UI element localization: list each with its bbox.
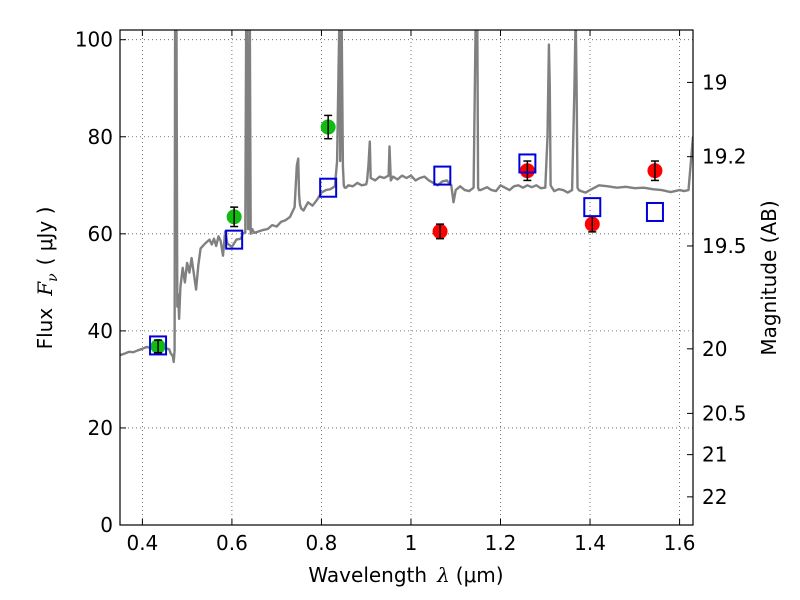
spectrum-line: [120, 30, 693, 364]
right-tick-label: 19: [702, 70, 727, 94]
grid: [120, 30, 693, 526]
model-square-marker: [433, 165, 452, 186]
right-tick-label: 22: [702, 485, 727, 509]
x-tick-label: 0.8: [306, 531, 338, 555]
x-tick-label: 1.6: [664, 531, 696, 555]
model-square-marker: [645, 201, 664, 222]
x-axis-label-unit: (μm): [456, 563, 504, 587]
y-tick-label: 20: [88, 416, 113, 440]
y-axis-label-subscript: ν: [45, 273, 61, 282]
y-tick-label: 0: [100, 513, 113, 537]
plot-background: [120, 30, 693, 525]
model-square-marker: [149, 335, 168, 356]
right-tick-label: 20: [702, 337, 727, 361]
right-axis-label: Magnitude (AB): [757, 200, 781, 355]
y-tick-label: 40: [88, 319, 113, 343]
y-axis-label-symbol: F: [33, 281, 57, 297]
x-tick-label: 1: [405, 531, 418, 555]
right-tick-label: 20.5: [702, 401, 747, 425]
x-axis-label-symbol: λ: [436, 563, 450, 587]
x-axis-label: Wavelength λ (μm): [308, 563, 503, 587]
y-tick-label: 80: [88, 125, 113, 149]
model-square-marker: [583, 197, 602, 218]
y-axis-label-prefix: Flux: [33, 308, 57, 350]
right-tick-label: 19.2: [702, 145, 747, 169]
model-square-marker: [518, 153, 537, 174]
x-axis-label-prefix: Wavelength: [308, 563, 427, 587]
right-tick-label: 21: [702, 443, 727, 467]
spectrum-layer: [120, 30, 693, 364]
x-tick-label: 1.2: [485, 531, 517, 555]
model-square-marker: [319, 177, 338, 198]
right-tick-label: 19.5: [702, 234, 747, 258]
ticks: 0.4 0.6 0.8 1 1.2 1.4 1.6 0 20 40 60 80 100 19 19.2 19.…: [75, 28, 747, 555]
x-tick-label: 0.6: [216, 531, 248, 555]
data-markers: [149, 114, 664, 356]
y-axis-label: Flux Fν ( μJy ): [33, 207, 61, 350]
model-square-marker: [225, 229, 244, 250]
y-axis-label-unit: ( μJy ): [33, 207, 57, 266]
y-tick-label: 100: [75, 28, 113, 52]
y-tick-label: 60: [88, 222, 113, 246]
x-tick-label: 0.4: [126, 531, 158, 555]
plot-frame: [119, 29, 694, 526]
x-tick-label: 1.4: [574, 531, 606, 555]
